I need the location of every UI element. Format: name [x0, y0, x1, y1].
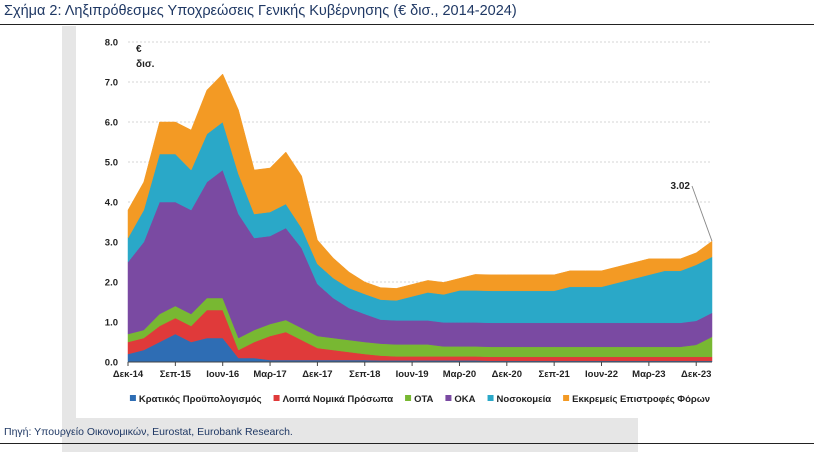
area-series — [127, 73, 713, 363]
legend-swatch-3 — [405, 395, 412, 401]
legend-label-3: ΟΤΑ — [414, 394, 433, 405]
legend-swatch-2 — [273, 395, 280, 401]
x-tick-label: Δεκ-23 — [681, 369, 711, 380]
legend-swatch-4 — [445, 395, 452, 401]
x-tick-label: Μαρ-17 — [253, 369, 286, 380]
annotation-leader — [691, 185, 713, 242]
x-tick-label: Σεπ-15 — [160, 369, 192, 380]
y-tick-label: 1.0 — [105, 318, 118, 329]
legend-swatch-5 — [487, 395, 494, 401]
y-tick-label: 7.0 — [105, 78, 118, 89]
y-tick-label: 8.0 — [105, 38, 118, 49]
x-tick-label: Μαρ-23 — [632, 369, 665, 380]
y-tick-label: 2.0 — [105, 278, 118, 289]
area-series-6 — [127, 73, 713, 301]
bottom-rule — [0, 443, 814, 444]
source-note: Πηγή: Υπουργείο Οικονομικών, Eurostat, E… — [4, 426, 293, 438]
y-tick-label: 0.0 — [105, 358, 118, 369]
x-tick-label: Μαρ-20 — [443, 369, 476, 380]
annotations: 3.02 — [671, 181, 713, 242]
legend-label-1: Κρατικός Προϋπολογισμός — [139, 394, 262, 405]
y-unit-symbol: € — [136, 44, 142, 55]
x-tick-label: Ιουν-22 — [585, 369, 618, 380]
legend-label-2: Λοιπά Νομικά Πρόσωπα — [283, 394, 394, 405]
y-axis: 0.0 1.0 2.0 3.0 4.0 5.0 6.0 7.0 8.0 — [105, 38, 118, 369]
x-tick-label: Σεπ-21 — [539, 369, 571, 380]
x-tick-label: Δεκ-14 — [113, 369, 144, 380]
y-tick-label: 3.0 — [105, 238, 118, 249]
y-tick-label: 5.0 — [105, 158, 118, 169]
x-tick-label: Ιουν-19 — [396, 369, 429, 380]
y-tick-label: 4.0 — [105, 198, 118, 209]
x-tick-label: Σεπ-18 — [349, 369, 380, 380]
legend-label-4: ΟΚΑ — [454, 394, 475, 405]
legend-label-5: Νοσοκομεία — [497, 394, 552, 405]
y-tick-label: 6.0 — [105, 118, 118, 129]
legend-swatch-6 — [563, 395, 570, 401]
x-tick-label: Δεκ-17 — [302, 369, 332, 380]
legend: Κρατικός Προϋπολογισμός Λοιπά Νομικά Πρόσ… — [129, 394, 710, 405]
y-unit: € δισ. — [136, 44, 155, 70]
legend-label-6: Εκκρεμείς Επιστροφές Φόρων — [572, 394, 710, 405]
x-axis: Δεκ-14 Σεπ-15 Ιουν-16 Μαρ-17 Δεκ-17 Σεπ-18 Ιου… — [113, 361, 712, 380]
figure-title: Σχήμα 2: Ληξιπρόθεσμες Υποχρεώσεις Γενικ… — [4, 3, 517, 19]
x-tick-label: Δεκ-20 — [492, 369, 522, 380]
title-rule — [0, 24, 814, 25]
x-tick-label: Ιουν-16 — [206, 369, 239, 380]
annotation-label: 3.02 — [671, 181, 691, 192]
legend-swatch-1 — [129, 395, 136, 401]
y-unit-text: δισ. — [136, 59, 155, 70]
